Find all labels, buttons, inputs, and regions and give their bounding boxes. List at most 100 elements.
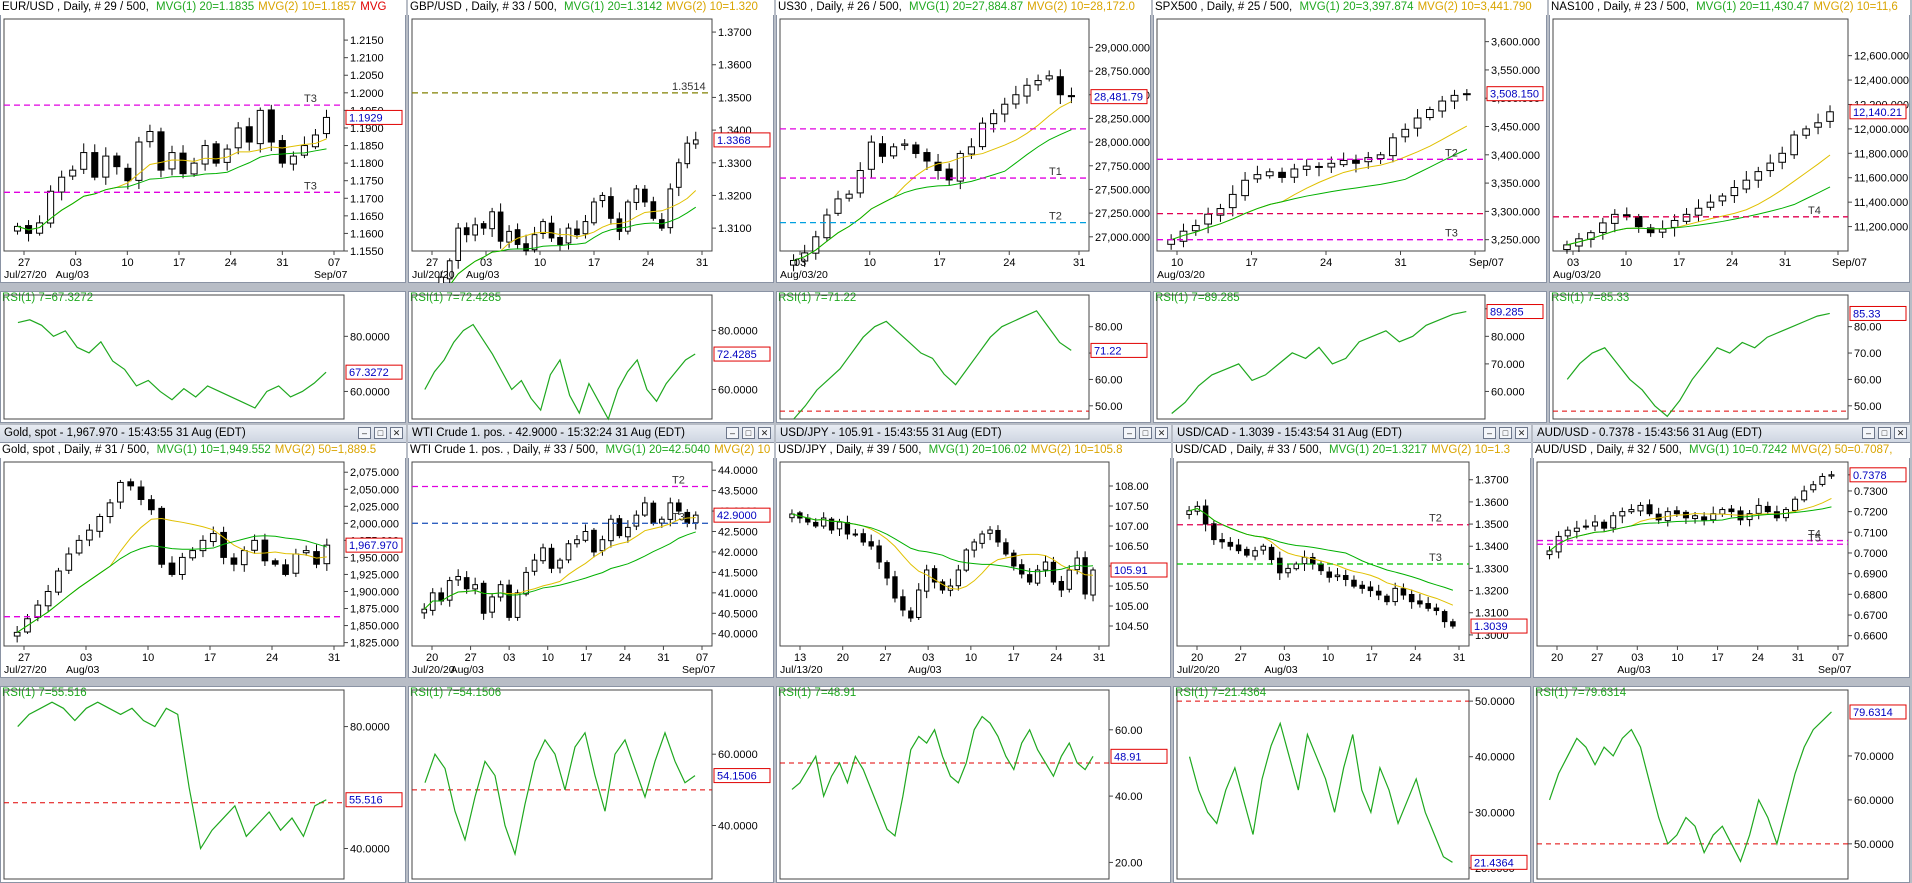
candle — [1401, 123, 1410, 143]
close-button[interactable]: ✕ — [758, 427, 771, 439]
price-chart[interactable]: 12,600.00012,400.00012,200.00012,000.000… — [1549, 15, 1910, 283]
candle — [1719, 507, 1726, 517]
candle — [675, 499, 682, 515]
candle — [58, 170, 66, 201]
chart-info-line: WTI Crude 1. pos. , Daily, # 33 / 500, M… — [408, 443, 774, 458]
price-chart[interactable]: 108.00107.50107.00106.50106.00105.50105.… — [776, 458, 1171, 678]
moving-average-line — [17, 148, 327, 231]
minimize-button[interactable]: ‒ — [1123, 427, 1136, 439]
candle — [1592, 514, 1599, 531]
chart-panel-nas100[interactable]: NAS100 , Daily, # 23 / 500, MVG(1) 20=11… — [1549, 0, 1910, 283]
moving-average-line — [793, 101, 1072, 261]
price-chart[interactable]: 1.37001.36001.35001.34001.33001.32001.31… — [1173, 458, 1531, 678]
x-tick-label: 10 — [121, 257, 133, 269]
chart-panel-usdcad[interactable]: USD/CAD - 1.3039 - 15:43:54 31 Aug (EDT)… — [1173, 425, 1531, 678]
minimize-button[interactable]: ‒ — [1483, 427, 1496, 439]
price-chart[interactable]: 3,600.0003,550.0003,500.0003,450.0003,40… — [1153, 15, 1547, 283]
minimize-button[interactable]: ‒ — [358, 427, 371, 439]
price-chart[interactable]: 0.7378 0.7300 0.7200 0.7100 0.7000 0.6900 0.68… — [1533, 458, 1910, 678]
candle — [805, 513, 811, 526]
chart-panel-wti[interactable]: WTI Crude 1. pos. - 42.9000 - 15:32:24 3… — [408, 425, 774, 678]
price-chart[interactable]: 1.21501.21001.20501.20001.19501.19001.18… — [0, 15, 406, 283]
window-titlebar[interactable]: USD/CAD - 1.3039 - 15:43:54 31 Aug (EDT)… — [1173, 425, 1531, 443]
close-button[interactable]: ✕ — [390, 427, 403, 439]
candle — [548, 543, 555, 574]
candle — [1293, 561, 1300, 571]
chart-info-line: USD/JPY , Daily, # 39 / 500, MVG(1) 20=1… — [776, 443, 1171, 458]
candle — [789, 509, 795, 523]
chart-panel-us30[interactable]: US30 , Daily, # 26 / 500, MVG(1) 20=27,8… — [776, 0, 1151, 283]
minimize-button[interactable]: ‒ — [726, 427, 739, 439]
plot-area — [411, 18, 713, 252]
maximize-button[interactable]: □ — [374, 427, 387, 439]
y-tick-label: 0.6700 — [1854, 610, 1888, 622]
candle — [323, 538, 331, 571]
x-tick-label: 10 — [1322, 652, 1334, 664]
candle — [1012, 85, 1020, 109]
rsi-panel-usdjpy[interactable]: RSI(1) 7=48.91 60.00 40.00 20.00 48.91 — [776, 686, 1171, 883]
candle — [157, 127, 165, 178]
rsi-panel-usdcad[interactable]: RSI(1) 7=21.436450.000040.000030.000020.… — [1173, 686, 1531, 883]
candle — [939, 579, 946, 594]
chart-panel-eurusd[interactable]: EUR/USD , Daily, # 29 / 500, MVG(1) 20=1… — [0, 0, 406, 283]
chart-panel-gbpusd[interactable]: GBP/USD , Daily, # 33 / 500, MVG(1) 20=1… — [408, 0, 774, 283]
rsi-chart[interactable]: 60.0000 40.0000 54.1506 — [408, 686, 774, 883]
window-titlebar[interactable]: AUD/USD - 0.7378 - 15:43:56 31 Aug (EDT)… — [1533, 425, 1910, 443]
chart-panel-audusd[interactable]: AUD/USD - 0.7378 - 15:43:56 31 Aug (EDT)… — [1533, 425, 1910, 678]
moving-average-label: MVG(2) 10=1.3 — [1431, 444, 1511, 456]
rsi-panel-eurusd[interactable]: RSI(1) 7=67.3272 80.0000 60.0000 67.3272 — [0, 291, 406, 423]
close-button[interactable]: ✕ — [1155, 427, 1168, 439]
y-tick-label: 40.5000 — [718, 608, 758, 620]
rsi-panel-spx500[interactable]: RSI(1) 7=89.28590.00080.00070.00060.0008… — [1153, 291, 1547, 423]
candle — [1351, 575, 1357, 589]
maximize-button[interactable]: □ — [1499, 427, 1512, 439]
chart-panel-gold[interactable]: Gold, spot - 1,967.970 - 15:43:55 31 Aug… — [0, 425, 406, 678]
x-date-label: Sep/07 — [682, 664, 715, 676]
maximize-button[interactable]: □ — [1878, 427, 1891, 439]
window-titlebar[interactable]: Gold, spot - 1,967.970 - 15:43:55 31 Aug… — [0, 425, 406, 443]
y-tick-label: 1.3400 — [1475, 541, 1509, 553]
minimize-button[interactable]: ‒ — [1862, 427, 1875, 439]
rsi-chart[interactable]: 80.00 70.00 60.00 50.00 85.33 — [1549, 291, 1910, 423]
candle — [178, 552, 186, 580]
candle — [916, 583, 922, 621]
rsi-y-tick: 60.000 — [1491, 386, 1525, 398]
maximize-button[interactable]: □ — [1139, 427, 1152, 439]
price-chart[interactable]: 1.37001.36001.35001.34001.33001.32001.31… — [408, 15, 774, 283]
price-chart[interactable]: 29,000.00028,750.00028,500.00028,250.000… — [776, 15, 1151, 283]
moving-average-line — [1170, 148, 1468, 241]
rsi-chart[interactable]: 80.0000 40.0000 55.516 — [0, 686, 406, 883]
plot-area — [1156, 18, 1486, 252]
close-button[interactable]: ✕ — [1515, 427, 1528, 439]
rsi-panel-gbpusd[interactable]: RSI(1) 7=72.4285 80.0000 60.0000 72.4285 — [408, 291, 774, 423]
rsi-panel-wti[interactable]: RSI(1) 7=54.1506 60.0000 40.0000 54.1506 — [408, 686, 774, 883]
price-chart[interactable]: 2,075.0002,050.0002,025.0002,000.0001,97… — [0, 458, 406, 678]
window-titlebar[interactable]: USD/JPY - 105.91 - 15:43:55 31 Aug (EDT)… — [776, 425, 1171, 443]
close-button[interactable]: ✕ — [1894, 427, 1907, 439]
window-titlebar[interactable]: WTI Crude 1. pos. - 42.9000 - 15:32:24 3… — [408, 425, 774, 443]
rsi-chart[interactable]: 80.0000 60.0000 67.3272 — [0, 291, 406, 423]
chart-panel-spx500[interactable]: SPX500 , Daily, # 25 / 500, MVG(1) 20=3,… — [1153, 0, 1547, 283]
y-tick-label: 1.3300 — [718, 158, 752, 170]
rsi-panel-audusd[interactable]: RSI(1) 7=79.6314 70.0000 60.0000 50.0000 79.… — [1533, 686, 1910, 883]
x-tick-label: 20 — [837, 652, 849, 664]
candle — [591, 528, 597, 558]
y-tick-label: 1.3600 — [1475, 497, 1509, 509]
rsi-panel-gold[interactable]: RSI(1) 7=55.516 80.0000 40.0000 55.516 — [0, 686, 406, 883]
candle — [1228, 185, 1237, 217]
rsi-panel-nas100[interactable]: RSI(1) 7=85.33 80.00 70.00 60.00 50.00 85.33 — [1549, 291, 1910, 423]
chart-panel-usdjpy[interactable]: USD/JPY - 105.91 - 15:43:55 31 Aug (EDT)… — [776, 425, 1171, 678]
rsi-chart[interactable]: 60.00 40.00 20.00 48.91 — [776, 686, 1171, 883]
rsi-chart[interactable]: 80.0000 60.0000 72.4285 — [408, 291, 774, 423]
price-chart[interactable]: 44.000043.500043.000042.500042.000041.50… — [408, 458, 774, 678]
chart-info-line: NAS100 , Daily, # 23 / 500, MVG(1) 20=11… — [1549, 0, 1910, 15]
maximize-button[interactable]: □ — [742, 427, 755, 439]
rsi-chart[interactable]: 70.0000 60.0000 50.0000 79.6314 — [1533, 686, 1910, 883]
last-price-label: 3,508.150 — [1490, 89, 1539, 101]
candle — [168, 556, 176, 577]
candle — [675, 158, 682, 197]
